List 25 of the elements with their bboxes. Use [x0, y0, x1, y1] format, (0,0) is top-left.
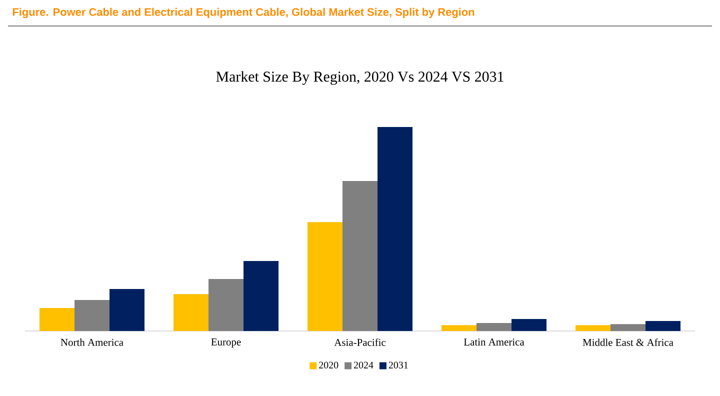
- x-tick-label: Latin America: [464, 338, 524, 346]
- bar: [512, 318, 547, 331]
- bar: [610, 324, 646, 331]
- bar: [244, 261, 279, 331]
- bar: [442, 325, 477, 331]
- x-tick-label: Middle East & Africa: [582, 338, 674, 346]
- chart-title: Figure. Power Cable and Electrical Equipment Cable, Global Market Size, Split by Region: [12, 8, 474, 18]
- chart-subtitle: Market Size By Region, 2020 Vs 2024 VS 2031: [216, 71, 504, 85]
- bar: [40, 308, 75, 331]
- bar: [208, 278, 244, 331]
- legend-label: 2024: [354, 362, 374, 368]
- bar: [110, 288, 145, 331]
- x-tick-label: Europe: [211, 338, 241, 348]
- bar: [576, 325, 611, 331]
- bar: [378, 127, 413, 331]
- legend-label: 2031: [388, 362, 408, 368]
- legend-label: 2020: [319, 362, 338, 368]
- bar: [74, 300, 110, 331]
- x-tick-label: Asia-Pacific: [334, 338, 386, 346]
- bar: [174, 294, 209, 331]
- bar: [646, 321, 681, 331]
- x-tick-label: North America: [60, 338, 124, 346]
- bar: [476, 323, 512, 331]
- bar: [308, 222, 343, 331]
- bar: [342, 181, 378, 331]
